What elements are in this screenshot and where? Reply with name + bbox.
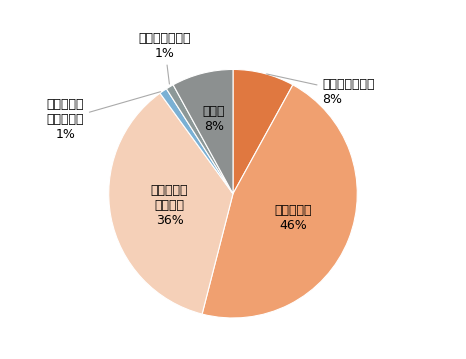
Wedge shape — [233, 69, 293, 194]
Wedge shape — [173, 69, 233, 194]
Wedge shape — [160, 89, 233, 194]
Wedge shape — [109, 93, 233, 314]
Wedge shape — [166, 85, 233, 194]
Text: 紹介したい
46%: 紹介したい 46% — [274, 204, 312, 232]
Text: 紹介したくない
1%: 紹介したくない 1% — [138, 32, 191, 84]
Text: ぜひ紹介したい
8%: ぜひ紹介したい 8% — [267, 74, 375, 106]
Wedge shape — [202, 85, 357, 318]
Text: あまり紹介
したくない
1%: あまり紹介 したくない 1% — [47, 92, 160, 141]
Text: どちらとも
いえない
36%: どちらとも いえない 36% — [151, 184, 188, 227]
Text: 無回答
8%: 無回答 8% — [203, 105, 225, 133]
